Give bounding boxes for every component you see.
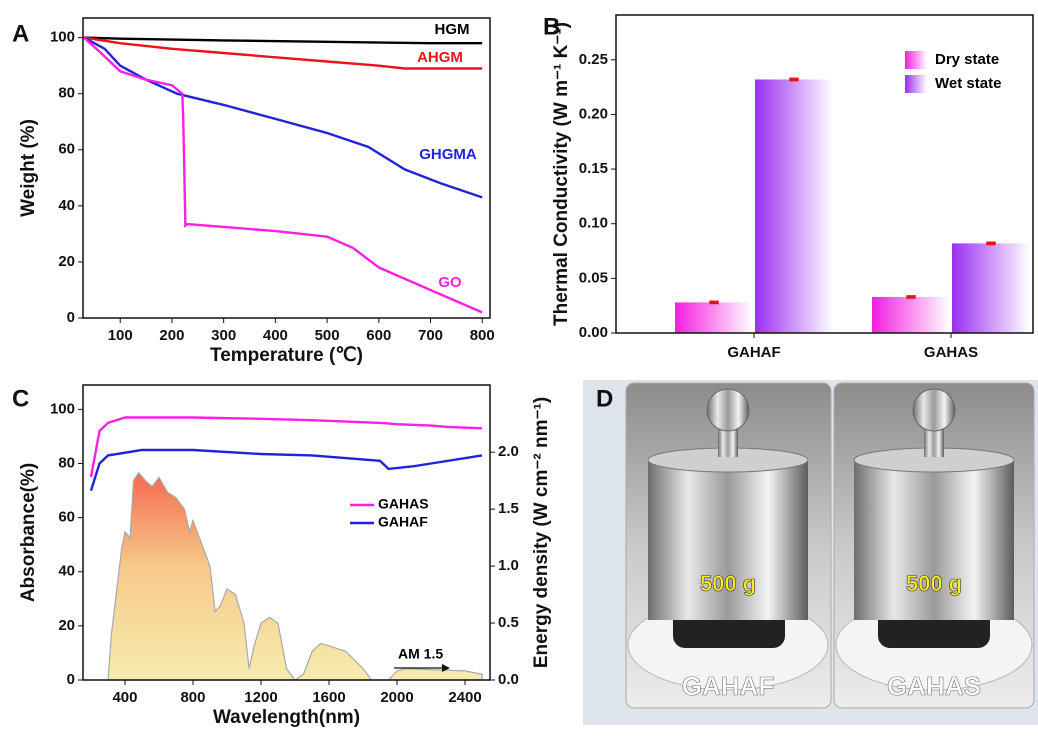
line — [89, 448, 483, 491]
x-tick-label: 700 — [418, 327, 443, 344]
error-bar — [986, 241, 996, 246]
y-tick-label: 0 — [67, 309, 75, 326]
panel-letter: D — [596, 385, 613, 412]
x-tick-label: 1200 — [244, 689, 277, 706]
x-axis-title: Wavelength(nm) — [213, 707, 360, 728]
line — [83, 36, 483, 199]
legend-swatch — [905, 75, 927, 93]
legend-label: Dry state — [935, 51, 999, 68]
y-tick-label: 20 — [58, 617, 75, 634]
x-tick-label: 300 — [211, 327, 236, 344]
line — [89, 416, 483, 478]
y2-axis-title: Energy density (W cm⁻² nm⁻¹) — [531, 397, 552, 668]
x-tick-label: 800 — [180, 689, 205, 706]
panel: B Dry state Wet state GAHAF GAHAS 0.00 0.05 0.1… — [543, 13, 1034, 361]
weight-label: 500 g — [906, 571, 962, 596]
y-tick-label: 0.00 — [579, 324, 608, 341]
y-tick-label: 0.25 — [579, 51, 608, 68]
annotation: AM 1.5 — [398, 646, 443, 662]
bar — [675, 302, 753, 333]
y-tick-label: 20 — [58, 253, 75, 270]
series-label: GHGMA — [419, 146, 477, 163]
x-tick-label: GAHAF — [727, 344, 780, 361]
x-tick-label: 2400 — [448, 689, 481, 706]
y-tick-label: 100 — [50, 29, 75, 46]
legend-label: GAHAS — [378, 496, 429, 512]
y2-tick-label: 1.0 — [498, 557, 519, 574]
line — [83, 36, 483, 45]
arrow-head — [442, 664, 450, 672]
error-bar — [789, 77, 799, 82]
series-label: GO — [438, 274, 462, 291]
x-tick-label: 400 — [263, 327, 288, 344]
y-tick-label: 80 — [58, 454, 75, 471]
x-tick-label: 400 — [112, 689, 137, 706]
weight-label: 500 g — [700, 571, 756, 596]
y-tick-label: 0 — [67, 671, 75, 688]
y-axis-title: Thermal Conductivity (W m⁻¹ K⁻¹) — [551, 22, 572, 326]
legend-swatch — [905, 51, 927, 69]
photo-left: 500 g GAHAF — [625, 382, 832, 709]
line — [83, 36, 483, 314]
sample-label: GAHAF — [682, 671, 774, 701]
y2-tick-label: 1.5 — [498, 500, 519, 517]
panel-d: 500 g GAHAF 500 g GAHAS D — [583, 380, 1038, 725]
legend-label: Wet state — [935, 75, 1001, 92]
error-bar — [906, 295, 916, 299]
photo-right: 500 g GAHAS — [833, 382, 1035, 709]
y-axis-title: Weight (%) — [18, 119, 39, 217]
y2-tick-label: 2.0 — [498, 443, 519, 460]
x-tick-label: 200 — [159, 327, 184, 344]
y2-tick-label: 0.5 — [498, 614, 519, 631]
x-tick-label: 2000 — [380, 689, 413, 706]
y-tick-label: 0.20 — [579, 105, 608, 122]
y-tick-label: 60 — [58, 509, 75, 526]
x-axis-title: Temperature (℃) — [210, 345, 363, 366]
bar — [952, 243, 1030, 333]
legend-label: GAHAF — [378, 514, 428, 530]
plot-frame — [82, 384, 491, 681]
plot-frame — [615, 14, 1034, 334]
error-bar — [709, 300, 719, 305]
y-tick-label: 40 — [58, 563, 75, 580]
panel-letter: B — [543, 13, 560, 40]
line — [83, 36, 483, 70]
y-tick-label: 100 — [50, 400, 75, 417]
x-tick-label: 1600 — [312, 689, 345, 706]
x-tick-label: 500 — [315, 327, 340, 344]
y-tick-label: 60 — [58, 141, 75, 158]
x-tick-label: GAHAS — [924, 344, 978, 361]
bar — [755, 79, 833, 333]
series-label: AHGM — [417, 49, 463, 66]
x-tick-label: 100 — [108, 327, 133, 344]
y2-tick-label: 0.0 — [498, 671, 519, 688]
panel-letter: A — [12, 20, 29, 47]
y-tick-label: 80 — [58, 85, 75, 102]
sample-label: GAHAS — [887, 671, 981, 701]
x-tick-label: 800 — [470, 327, 495, 344]
y-tick-label: 0.10 — [579, 215, 608, 232]
bar — [872, 296, 950, 333]
y-tick-label: 0.15 — [579, 160, 608, 177]
y-axis-title: Absorbance(%) — [18, 463, 39, 602]
panel: C AM 1.5 GAHAS GAHAF 0 20 40 60 80 100 0.0 0.5 1.0 1.… — [12, 384, 552, 728]
plot-frame — [82, 17, 491, 319]
series-label: HGM — [435, 21, 470, 38]
y-tick-label: 0.05 — [579, 269, 608, 286]
x-tick-label: 600 — [366, 327, 391, 344]
y-tick-label: 40 — [58, 197, 75, 214]
panel-letter: C — [12, 385, 29, 412]
